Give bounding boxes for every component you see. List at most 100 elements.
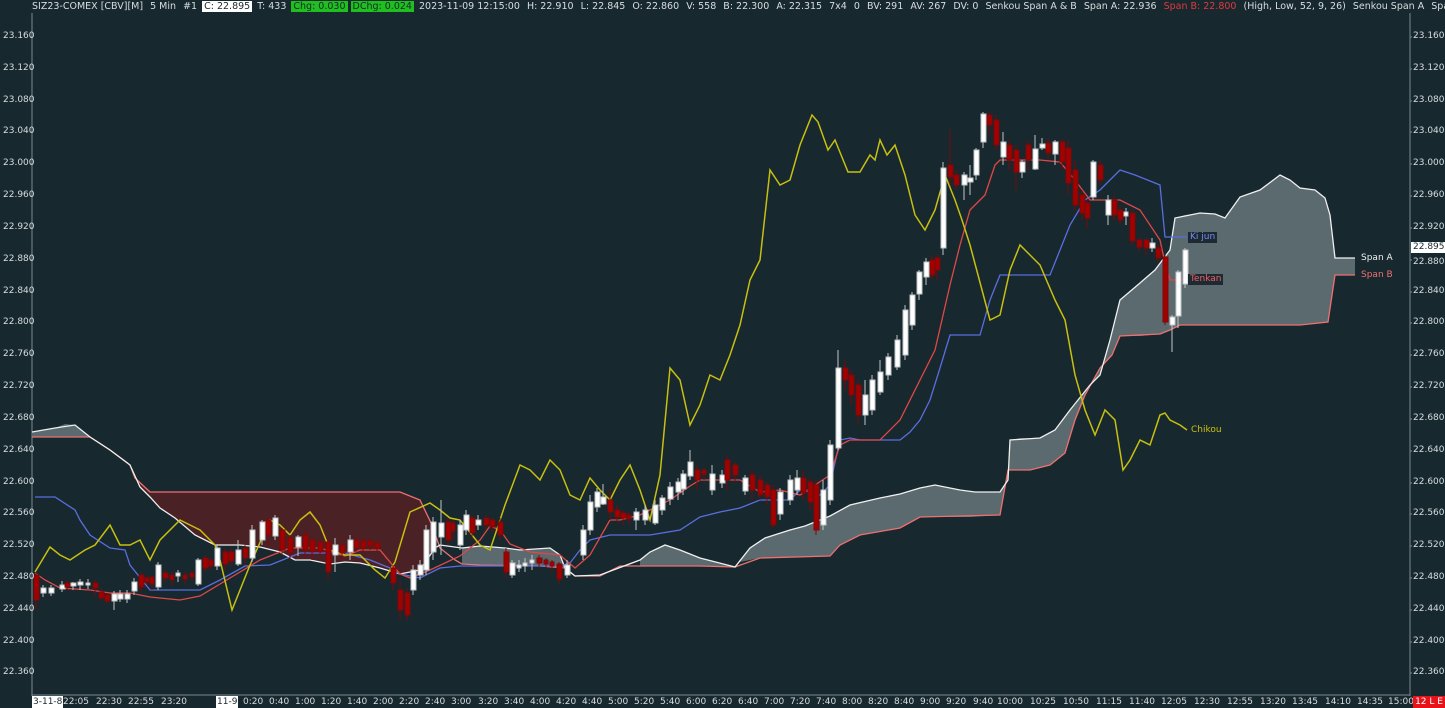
time-label: 6:00 <box>686 697 707 707</box>
bid-value: B: 22.300 <box>723 1 770 12</box>
datetime-value: 2023-11-09 12:15:00 <box>419 1 520 12</box>
price-chart-canvas[interactable] <box>0 13 1445 696</box>
time-label: 0:20 <box>243 697 264 707</box>
price-label: 22.680 <box>1413 413 1445 423</box>
price-label: 22.560 <box>3 508 35 518</box>
study-senkou-ab-span-a: Span A: 22.936 <box>1083 1 1157 12</box>
time-label: 12:55 <box>1227 697 1253 707</box>
low-value: L: 22.845 <box>580 1 626 12</box>
study-senkou-ab-span-b: Span B: 22.800 <box>1163 1 1237 12</box>
chikou-label: Chikou <box>1191 425 1222 435</box>
price-label: 22.440 <box>3 604 35 614</box>
price-label: 23.000 <box>3 158 35 168</box>
price-label: 22.640 <box>3 445 35 455</box>
time-label: 5:40 <box>660 697 681 707</box>
time-label: 0:40 <box>269 697 290 707</box>
time-label: 12:30 <box>1194 697 1220 707</box>
price-label: 22.760 <box>3 349 35 359</box>
time-label: 8:40 <box>894 697 915 707</box>
price-label: 23.160 <box>1413 31 1445 41</box>
price-label: 22.520 <box>3 540 35 550</box>
senkou-span-a-line <box>31 174 1355 577</box>
price-label: 22.680 <box>3 413 35 423</box>
price-label: 22.440 <box>1413 604 1445 614</box>
time-axis[interactable]: 3-11-8 22:05 22:30 22:55 23:20 11-9 0:20… <box>0 696 1445 708</box>
close-value: C: 22.895 <box>202 1 253 12</box>
price-label: 22.960 <box>1413 190 1445 200</box>
study-senkou-ab[interactable]: Senkou Span A & B <box>985 1 1077 12</box>
time-label: 14:35 <box>1357 697 1383 707</box>
time-label: 12:05 <box>1161 697 1187 707</box>
time-label: 2:40 <box>425 697 446 707</box>
price-label: 22.840 <box>1413 286 1445 296</box>
price-label: 22.600 <box>3 477 35 487</box>
interval-label[interactable]: 5 Min <box>150 1 177 12</box>
time-label: 23:20 <box>161 697 187 707</box>
price-label: 22.960 <box>3 190 35 200</box>
price-label: 22.400 <box>3 636 35 646</box>
time-label: 1:00 <box>295 697 316 707</box>
ask-value: A: 22.315 <box>776 1 823 12</box>
time-label: 1:20 <box>321 697 342 707</box>
price-label: 23.080 <box>3 95 35 105</box>
senkou-span-b-line <box>32 274 1355 577</box>
time-label: 10:50 <box>1063 697 1089 707</box>
time-label: 14:10 <box>1325 697 1351 707</box>
time-label: 4:00 <box>530 697 551 707</box>
kijun-label: Ki jun <box>1188 232 1218 243</box>
time-label: 7:20 <box>790 697 811 707</box>
price-label: 22.800 <box>3 317 35 327</box>
volume-value: V: 558 <box>686 1 717 12</box>
time-label: 7:00 <box>764 697 785 707</box>
time-label: 8:20 <box>868 697 889 707</box>
study-senkou-a[interactable]: Senkou Span A <box>1352 1 1425 12</box>
price-label: 22.400 <box>1413 636 1445 646</box>
high-value: H: 22.910 <box>526 1 574 12</box>
price-label: 22.720 <box>3 381 35 391</box>
change-value: Chg: 0.030 <box>291 1 348 12</box>
time-label: 4:20 <box>556 697 577 707</box>
time-label: 9:40 <box>973 697 994 707</box>
price-label: 22.760 <box>1413 349 1445 359</box>
price-label: 23.160 <box>3 31 35 41</box>
time-label: 7:40 <box>816 697 837 707</box>
price-label: 22.920 <box>3 222 35 232</box>
daily-change-value: DChg: 0.024 <box>350 1 414 12</box>
price-label: 22.880 <box>3 254 35 264</box>
current-price-tag: 22.895 <box>1411 242 1445 253</box>
chikou-line <box>34 113 1188 613</box>
time-label: 1:40 <box>347 697 368 707</box>
bid-volume: BV: 291 <box>866 1 904 12</box>
time-label: 2:20 <box>399 697 420 707</box>
time-label: 9:00 <box>920 697 941 707</box>
time-label: 3-11-8 <box>32 696 64 708</box>
price-label: 22.480 <box>1413 572 1445 582</box>
time-label: 3:40 <box>504 697 525 707</box>
time-label: 11:40 <box>1129 697 1155 707</box>
status-badge[interactable]: 12 L E <box>1413 696 1445 708</box>
price-label: 22.720 <box>1413 381 1445 391</box>
time-label: 2:00 <box>373 697 394 707</box>
cloud-bullish-right <box>735 175 1355 567</box>
bidask-size: 7x4 <box>829 1 847 12</box>
time-label: 8:00 <box>842 697 863 707</box>
price-label: 23.080 <box>1413 95 1445 105</box>
delta-volume: DV: 0 <box>953 1 979 12</box>
zero-value: 0 <box>853 1 860 12</box>
price-label: 23.120 <box>1413 63 1445 73</box>
price-label: 22.640 <box>1413 445 1445 455</box>
price-label: 22.800 <box>1413 317 1445 327</box>
price-label: 23.000 <box>1413 158 1445 168</box>
candles <box>33 112 1189 620</box>
time-label: 11-9 <box>216 696 239 708</box>
time-label: 13:20 <box>1260 697 1286 707</box>
price-label: 22.840 <box>3 286 35 296</box>
price-label: 22.360 <box>1413 667 1445 677</box>
time-label: 11:15 <box>1096 697 1122 707</box>
price-label: 23.040 <box>3 126 35 136</box>
time-label: 4:40 <box>582 697 603 707</box>
price-label: 22.520 <box>1413 540 1445 550</box>
price-label: 22.920 <box>1413 222 1445 232</box>
study-params-1: (High, Low, 52, 9, 26) <box>1243 1 1346 12</box>
axis-ticks <box>30 36 1412 674</box>
